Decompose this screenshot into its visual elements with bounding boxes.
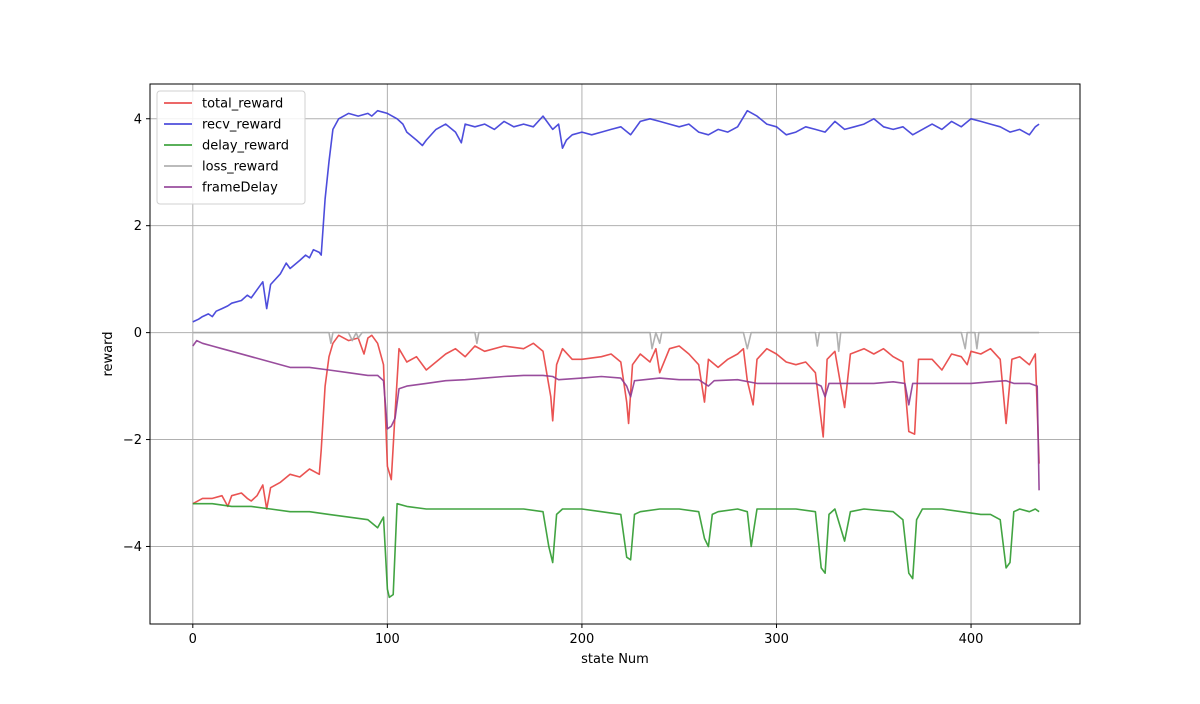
series-lines [192, 109, 1040, 599]
legend-label-frameDelay: frameDelay [202, 181, 278, 196]
series-line-loss_reward [192, 331, 1040, 353]
y-tick-label: 2 [134, 219, 142, 234]
legend-label-loss_reward: loss_reward [202, 160, 279, 175]
x-tick-label: 400 [959, 632, 984, 647]
y-tick-label: −4 [123, 540, 142, 555]
x-tick-label: 300 [764, 632, 789, 647]
series-line-frameDelay [192, 339, 1040, 491]
axis-ticks: 0 100 200 300 400 −4 −2 0 2 4 [123, 112, 984, 647]
x-tick-label: 0 [189, 632, 197, 647]
x-tick-label: 200 [570, 632, 595, 647]
y-tick-label: 0 [134, 326, 142, 341]
plot-frame [149, 83, 1081, 625]
legend: total_reward recv_reward delay_reward loss_… [156, 90, 306, 205]
y-tick-label: −2 [123, 433, 142, 448]
series-line-delay_reward [192, 502, 1040, 599]
x-axis-label: state Num [581, 652, 649, 667]
legend-box [156, 90, 306, 205]
legend-label-delay_reward: delay_reward [202, 139, 289, 154]
x-tick-label: 100 [375, 632, 400, 647]
y-axis-label: reward [101, 331, 116, 376]
y-tick-label: 4 [134, 112, 142, 127]
legend-label-recv_reward: recv_reward [202, 118, 281, 133]
series-line-recv_reward [192, 109, 1040, 323]
series-line-total_reward [192, 334, 1040, 510]
legend-label-total_reward: total_reward [202, 97, 283, 112]
